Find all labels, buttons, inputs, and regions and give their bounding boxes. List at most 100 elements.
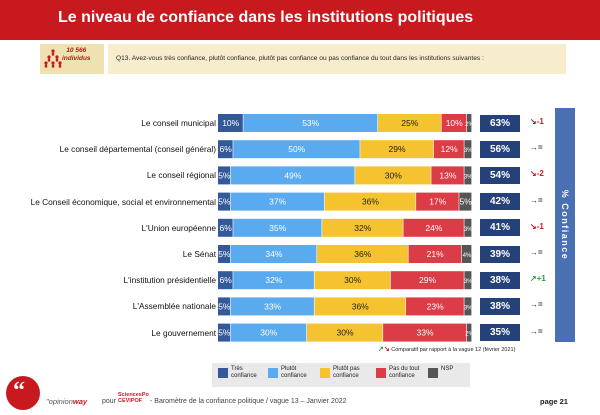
comparison-note-text: Comparatif par rapport à la vague 12 (fé…	[391, 347, 516, 353]
bar-segment	[233, 271, 314, 290]
bar-value-label: 35%	[269, 223, 286, 233]
bar-value-label: 29%	[419, 275, 436, 285]
trend-indicator: ↘-1	[530, 117, 544, 126]
bar-value-label: 3%	[464, 227, 473, 233]
sciencespo-logo: SciencesPo CEVIPOF	[118, 392, 149, 404]
trend-indicator: →=	[530, 196, 543, 205]
bar-value-label: 36%	[352, 301, 369, 311]
bar-segment	[466, 114, 472, 132]
row-label: Le gouvernement	[151, 327, 216, 338]
comparison-note: ↗↘ Comparatif par rapport à la vague 12 …	[378, 345, 515, 353]
legend-label: NSP	[441, 366, 454, 372]
bar-value-label: 23%	[427, 301, 444, 311]
bar-value-label: 6%	[219, 275, 232, 285]
footer-pour: pour	[102, 398, 117, 405]
up-arrow-icon: ↗	[378, 346, 384, 353]
bar-segment	[218, 245, 231, 263]
trend-label: -1	[536, 221, 544, 231]
bar-value-label: 10%	[222, 118, 239, 128]
bar-value-label: 24%	[425, 223, 442, 233]
bar-value-label: 12%	[441, 144, 458, 154]
bar-value-label: 5%	[218, 249, 231, 259]
bar-value-label: 6%	[219, 144, 232, 154]
bar-value-label: 13%	[439, 170, 456, 180]
page-number: page 21	[540, 397, 568, 406]
bar-segment	[218, 192, 231, 211]
bar-value-label: 30%	[260, 328, 277, 338]
bar-value-label: 10%	[446, 118, 463, 128]
bar-value-label: 5%	[218, 328, 231, 338]
trend-label: =	[538, 326, 543, 336]
legend-swatch	[428, 368, 438, 378]
bar-value-label: 5%	[218, 301, 231, 311]
bar-segment	[403, 218, 464, 237]
bar-value-label: 2%	[465, 122, 474, 128]
confidence-total: 41%	[480, 219, 520, 237]
bar-segment	[464, 166, 472, 185]
legend	[212, 363, 470, 387]
trend-indicator: →=	[530, 143, 543, 152]
bar-value-label: 30%	[336, 328, 353, 338]
legend-swatch	[268, 368, 278, 378]
row-label: L'institution présidentielle	[123, 275, 216, 286]
bar-value-label: 30%	[344, 275, 361, 285]
question-box	[108, 44, 566, 74]
bar-segment	[306, 323, 383, 342]
confidence-total: 54%	[480, 166, 520, 184]
trend-indicator: ↘-1	[530, 222, 544, 231]
row-label: L'Union européenne	[141, 222, 216, 233]
bar-value-label: 5%	[218, 170, 231, 180]
bar-segment	[317, 245, 408, 263]
bar-value-label: 30%	[385, 170, 402, 180]
bar-segment	[218, 140, 233, 159]
bar-value-label: 32%	[265, 275, 282, 285]
bar-value-label: 33%	[264, 301, 281, 311]
row-label: Le Conseil économique, social et environ…	[30, 196, 216, 207]
row-label: Le conseil départemental (conseil généra…	[59, 144, 216, 155]
quote-icon: “	[13, 378, 25, 404]
bar-value-label: 5%	[218, 197, 231, 207]
trend-down-icon: ↘	[530, 221, 537, 231]
bar-value-label: 5%	[460, 197, 473, 207]
bar-value-label: 3%	[464, 305, 473, 311]
bar-value-label: 37%	[269, 197, 286, 207]
trend-down-icon: ↘	[530, 169, 537, 179]
bar-segment	[233, 140, 360, 159]
bar-segment	[464, 140, 472, 159]
bar-value-label: 34%	[265, 249, 282, 259]
bar-segment	[464, 218, 472, 237]
bar-segment	[416, 192, 459, 211]
bar-value-label: 21%	[427, 249, 444, 259]
bar-segment	[230, 245, 317, 263]
bar-value-label: 49%	[284, 170, 301, 180]
opinionway-logo	[6, 376, 40, 410]
trend-indicator: →=	[530, 327, 543, 336]
bar-segment	[314, 297, 406, 316]
trend-label: =	[538, 248, 543, 257]
bar-segment	[243, 114, 378, 132]
brand-opinion: opinion	[48, 397, 73, 406]
bar-segment	[408, 245, 462, 263]
bar-value-label: 53%	[302, 118, 319, 128]
trend-indicator: →=	[530, 248, 543, 257]
bar-value-label: 4%	[463, 253, 472, 259]
bar-segment	[324, 192, 416, 211]
bar-segment	[230, 166, 355, 185]
trend-label: +1	[536, 274, 546, 284]
bar-segment	[322, 218, 403, 237]
legend-swatch	[218, 368, 228, 378]
brand-name: "opinionway	[46, 397, 87, 406]
bar-segment	[383, 323, 467, 342]
bar-value-label: 25%	[401, 118, 418, 128]
row-label: Le conseil régional	[146, 170, 216, 181]
confidence-total: 35%	[480, 324, 520, 342]
trend-label: -2	[536, 169, 544, 179]
trend-indicator: ↗+1	[530, 274, 546, 283]
trend-flat-icon: →	[530, 300, 538, 310]
bar-segment	[441, 114, 467, 132]
legend-label: Pas du tout confiance	[389, 366, 420, 379]
bar-value-label: 32%	[354, 223, 371, 233]
bar-segment	[314, 271, 391, 290]
trend-up-icon: ↗	[530, 274, 537, 284]
